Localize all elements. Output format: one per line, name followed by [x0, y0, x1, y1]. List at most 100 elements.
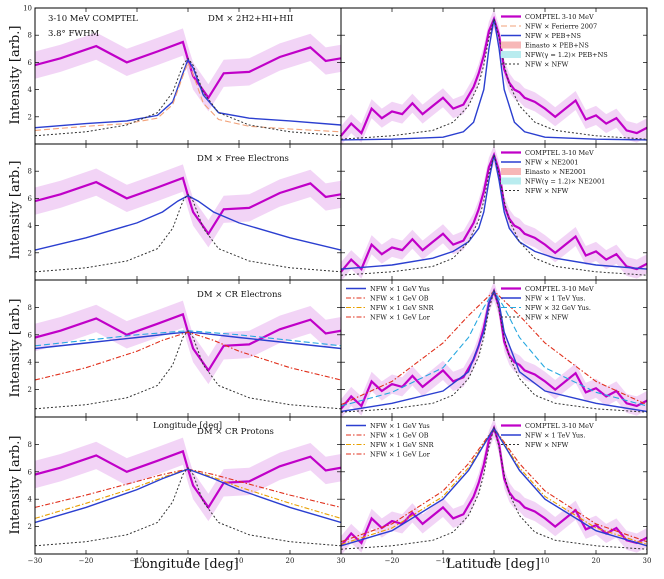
error-band	[35, 300, 341, 385]
error-band	[341, 9, 647, 144]
legend-label: NFW × NFW	[525, 441, 569, 449]
legend-label: COMPTEL 3-10 MeV	[525, 422, 594, 430]
panel-annotation: DM × CR Electrons	[197, 290, 282, 300]
legend-label: NFW × NFW	[525, 187, 569, 195]
series-line-nfw	[35, 329, 341, 410]
axes-frame	[34, 143, 342, 281]
y-tick-label: 2	[28, 386, 32, 394]
y-tick-label: 4	[28, 86, 33, 94]
series-line-blue	[35, 468, 341, 524]
ylabel-row-2: Intensity [arb.]	[8, 161, 23, 260]
plot-area	[35, 300, 341, 410]
series-line-data	[35, 176, 341, 236]
series-line-red	[341, 427, 647, 543]
x-tick-label: 0	[492, 557, 496, 565]
legend-swatch	[501, 51, 521, 58]
x-tick-label: −30	[28, 557, 43, 565]
panel-r3l: −30 −20 −10 0 10 20 30 2 4 6 8 DM × CR Protons	[28, 416, 346, 565]
x-tick-label: −10	[130, 557, 145, 565]
x-tick-label: 20	[592, 557, 601, 565]
error-band	[35, 28, 341, 112]
legend-label: NFW × 32 GeV Yus.	[525, 304, 591, 312]
legend-label: NFW × NFW	[525, 61, 569, 69]
series-line-nfw	[341, 16, 647, 140]
y-tick-label: 2	[28, 113, 32, 121]
panel-r0l: 2 4 6 8 10 3-10 MeV COMPTEL 3.8° FWHM DM × 2H2+…	[23, 5, 342, 145]
series-line-blue	[35, 58, 341, 129]
error-band	[35, 164, 341, 248]
stray-longitude-label: Longitude [deg]	[153, 421, 222, 431]
legend-label: NFW × Ferierre 2007	[525, 23, 597, 31]
legend-label: COMPTEL 3-10 MeV	[525, 285, 594, 293]
panel-annotation: 3-10 MeV COMPTEL	[48, 14, 138, 24]
series-line-nfw	[35, 466, 341, 547]
ylabel-row-3: Intensity [arb.]	[8, 299, 23, 398]
plot-area	[341, 281, 647, 417]
y-tick-label: 8	[28, 441, 32, 449]
legend-swatch	[501, 177, 521, 185]
y-tick-label: 4	[28, 496, 33, 504]
plot-area	[341, 418, 647, 554]
panel-annotation: DM × 2H2+HI+HII	[208, 14, 293, 24]
legend-swatch	[501, 168, 521, 175]
legend-label: NFW × 1 GeV Yus	[370, 422, 430, 430]
y-tick-label: 4	[28, 222, 33, 230]
x-tick-label: 10	[541, 557, 550, 565]
error-band	[35, 437, 341, 522]
legend-label: Einasto × NE2001	[525, 168, 586, 176]
x-tick-label: −20	[79, 557, 94, 565]
xlabel-longitude: Longitude [deg]	[133, 557, 239, 572]
legend-label: COMPTEL 3-10 MeV	[525, 13, 594, 21]
panel-annotation: DM × Free Electrons	[197, 154, 289, 164]
axes-frame	[34, 279, 342, 418]
x-tick-label: −10	[436, 557, 451, 565]
y-tick-label: 6	[28, 468, 33, 476]
series-line-nfw	[341, 289, 647, 413]
y-tick-label: 8	[28, 304, 32, 312]
legend-label: NFW × 1 GeV Yus	[370, 285, 430, 293]
y-tick-label: 2	[28, 249, 32, 257]
plot-area	[35, 28, 341, 137]
legend-label: NFW × 1 GeV OB	[370, 432, 429, 440]
x-tick-label: 20	[286, 557, 295, 565]
series-line-nfw	[341, 426, 647, 550]
x-tick-label: −20	[385, 557, 400, 565]
series-line-blue	[35, 194, 341, 251]
panel-r2l: 2 4 6 8 DM × CR Electrons	[28, 279, 342, 418]
panel-r3r: −20 −10 0 10 20 30 NFW × 1 GeV Yus NFW × 1 GeV …	[340, 416, 651, 565]
y-tick-label: 6	[28, 331, 33, 339]
y-tick-label: 10	[23, 5, 32, 13]
x-tick-label: 30	[337, 557, 346, 565]
legend-label: NFW × 1 GeV Lor	[370, 451, 431, 459]
plot-area	[341, 145, 647, 280]
legend-swatch	[501, 41, 521, 49]
legend-label: NFW × 1 GeV Lor	[370, 314, 431, 322]
error-band	[341, 418, 647, 554]
y-tick-label: 8	[28, 168, 32, 176]
panel-r1l: 2 4 6 8 DM × Free Electrons	[28, 143, 342, 281]
series-line-red	[35, 331, 341, 381]
series-line-orange	[341, 426, 647, 545]
series-line-blue	[341, 154, 647, 270]
series-line-nfw	[35, 193, 341, 273]
series-line-nfw	[341, 152, 647, 276]
legend-label: NFW(γ = 1.2)× NE2001	[525, 178, 605, 186]
legend-label: NFW × 1 TeV Yus.	[525, 295, 585, 303]
legend-label: NFW × PEB+NS	[525, 32, 581, 40]
x-tick-label: 0	[186, 557, 190, 565]
legend-label: NFW × 1 TeV Yus.	[525, 432, 585, 440]
x-tick-label: 10	[235, 557, 244, 565]
panel-annotation: DM × CR Protons	[197, 427, 274, 437]
legend-label: NFW × 1 GeV SNR	[370, 304, 435, 312]
legend-label: NFW × NFW	[525, 314, 569, 322]
legend-label: NFW(γ = 1.2)× PEB+NS	[525, 51, 608, 59]
series-line-peach	[35, 60, 341, 133]
legend-label: Einasto × PEB+NS	[525, 42, 589, 50]
series-line-blue	[341, 18, 647, 141]
ylabel-row-1: Intensity [arb.]	[8, 26, 23, 125]
plot-area	[341, 9, 647, 144]
legend-label: NFW × 1 GeV OB	[370, 295, 429, 303]
plot-area	[35, 437, 341, 547]
